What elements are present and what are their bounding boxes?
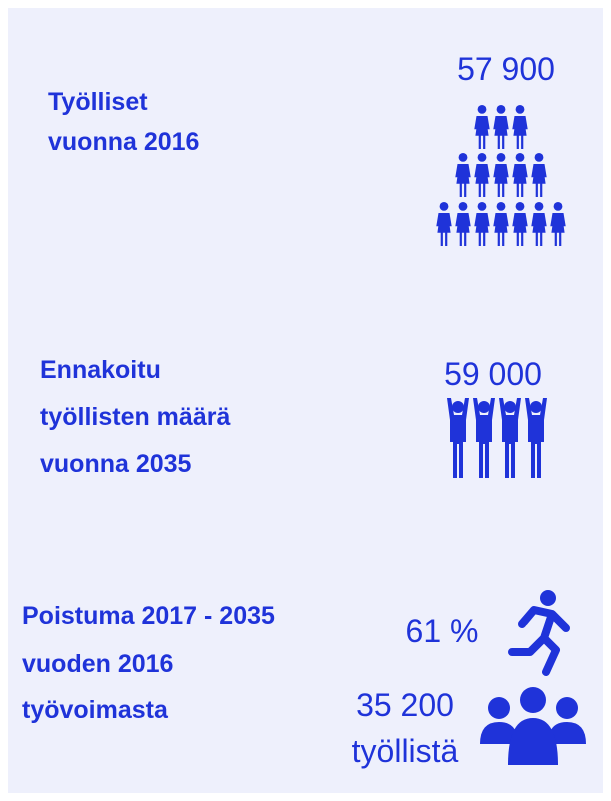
value: 59 000: [444, 356, 542, 392]
count: 35 200: [356, 687, 454, 723]
count-unit: työllistä: [352, 733, 459, 769]
label: Ennakoitu: [40, 356, 161, 384]
label: Poistuma 2017 - 2035: [22, 602, 275, 630]
label: vuonna 2016: [48, 128, 199, 156]
section-employed-2016: Työlliset vuonna 2016 57 900: [48, 51, 566, 246]
group-icon: [480, 687, 586, 765]
label: työllisten määrä: [40, 403, 230, 431]
section-forecast-2035: Ennakoitu työllisten määrä vuonna 2035 5…: [40, 356, 547, 478]
runner-icon: [508, 590, 570, 676]
label: vuoden 2016: [22, 650, 173, 678]
value: 57 900: [457, 51, 555, 87]
label: työvoimasta: [22, 696, 169, 724]
section-attrition: Poistuma 2017 - 2035 vuoden 2016 työvoim…: [22, 590, 586, 769]
label: Työlliset: [48, 88, 148, 116]
label: vuonna 2035: [40, 450, 192, 478]
share: 61 %: [406, 613, 479, 649]
